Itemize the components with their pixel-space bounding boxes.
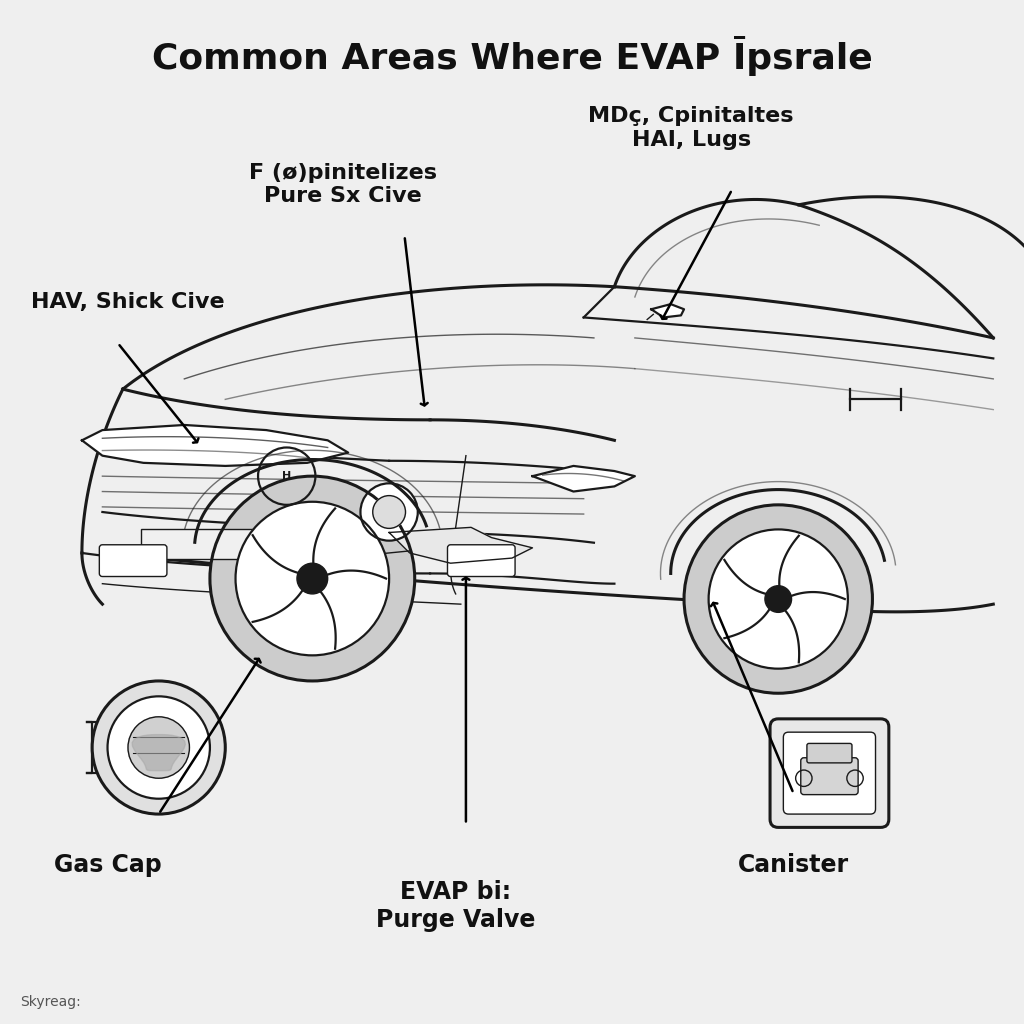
Circle shape bbox=[128, 717, 189, 778]
Circle shape bbox=[684, 505, 872, 693]
Text: Skyreag:: Skyreag: bbox=[20, 994, 81, 1009]
Text: Common Areas Where EVAP Īpsrale: Common Areas Where EVAP Īpsrale bbox=[152, 36, 872, 76]
FancyBboxPatch shape bbox=[783, 732, 876, 814]
Polygon shape bbox=[82, 425, 348, 466]
Text: Gas Cap: Gas Cap bbox=[53, 853, 162, 878]
Circle shape bbox=[373, 496, 406, 528]
Text: H: H bbox=[282, 471, 292, 481]
Circle shape bbox=[210, 476, 415, 681]
Circle shape bbox=[360, 483, 418, 541]
Text: EVAP bi:
Purge Valve: EVAP bi: Purge Valve bbox=[376, 881, 536, 932]
Text: HAV, Shick Cive: HAV, Shick Cive bbox=[31, 292, 224, 312]
FancyBboxPatch shape bbox=[99, 545, 167, 577]
FancyBboxPatch shape bbox=[801, 758, 858, 795]
Circle shape bbox=[236, 502, 389, 655]
Circle shape bbox=[297, 563, 328, 594]
Polygon shape bbox=[651, 304, 684, 317]
FancyBboxPatch shape bbox=[141, 529, 299, 559]
Polygon shape bbox=[132, 734, 185, 771]
Text: MDç, Cpinitaltes
HAI, Lugs: MDç, Cpinitaltes HAI, Lugs bbox=[589, 106, 794, 150]
Circle shape bbox=[765, 586, 792, 612]
Polygon shape bbox=[389, 527, 532, 563]
Polygon shape bbox=[532, 466, 635, 492]
Circle shape bbox=[709, 529, 848, 669]
FancyBboxPatch shape bbox=[447, 545, 515, 577]
Text: Canister: Canister bbox=[738, 853, 849, 878]
Circle shape bbox=[108, 696, 210, 799]
Circle shape bbox=[92, 681, 225, 814]
FancyBboxPatch shape bbox=[807, 743, 852, 763]
FancyBboxPatch shape bbox=[770, 719, 889, 827]
Text: F (ø)pinitelizes
Pure Sx Cive: F (ø)pinitelizes Pure Sx Cive bbox=[249, 163, 437, 206]
